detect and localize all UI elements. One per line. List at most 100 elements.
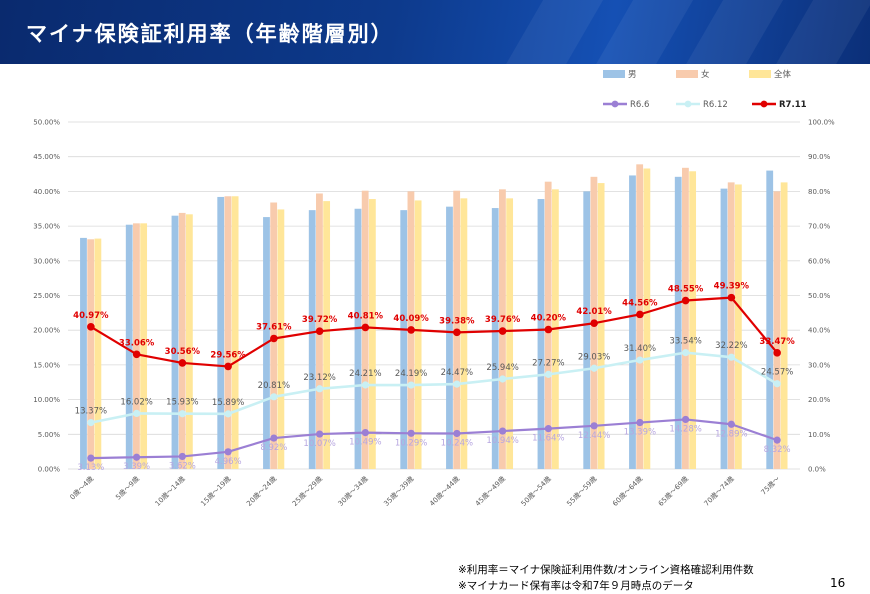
page-number: 16 xyxy=(830,576,846,590)
bar-全体 xyxy=(460,198,468,469)
data-label-R7.11: 39.38% xyxy=(439,316,475,326)
legend-swatch-女 xyxy=(676,70,698,78)
x-tick-label: 75歳～ xyxy=(759,474,782,497)
data-label-R7.11: 29.56% xyxy=(210,350,246,360)
data-label-R6.12: 24.21% xyxy=(349,369,381,379)
legend-label-R7.11: R7.11 xyxy=(779,100,807,110)
x-tick-label: 25歳～29歳 xyxy=(290,474,324,508)
bar-男 xyxy=(674,176,682,469)
data-label-R6.12: 23.12% xyxy=(303,373,335,383)
data-label-R7.11: 33.06% xyxy=(119,338,155,348)
x-tick-label: 10歳～14歳 xyxy=(153,474,187,508)
legend-swatch-全体 xyxy=(749,70,771,78)
bar-男 xyxy=(217,196,225,469)
bar-全体 xyxy=(231,196,239,469)
point-R6.12 xyxy=(87,419,95,427)
point-R7.11 xyxy=(636,310,644,319)
y-right-tick-label: 50.0% xyxy=(808,292,831,300)
bar-全体 xyxy=(414,200,422,469)
data-label-R7.11: 33.47% xyxy=(759,337,795,347)
point-R6.6 xyxy=(178,452,186,461)
data-label-R6.6: 3.62% xyxy=(169,461,196,471)
point-R7.11 xyxy=(407,326,415,334)
data-label-R6.6: 10.24% xyxy=(441,438,473,448)
y-left-tick-label: 30.00% xyxy=(33,257,60,265)
x-tick-label: 50歳～54歳 xyxy=(519,474,553,508)
y-right-tick-label: 0.0% xyxy=(808,466,826,474)
point-R7.11 xyxy=(498,327,507,335)
bar-全体 xyxy=(506,198,514,469)
legend-swatch-男 xyxy=(603,70,625,78)
point-R6.6 xyxy=(590,422,598,430)
point-R6.12 xyxy=(499,375,507,383)
point-R6.12 xyxy=(727,353,735,361)
data-label-R7.11: 30.56% xyxy=(165,347,201,357)
y-left-tick-label: 40.00% xyxy=(33,188,60,196)
bar-全体 xyxy=(323,201,331,469)
point-R6.6 xyxy=(453,429,461,438)
bar-女 xyxy=(773,191,781,469)
y-right-tick-label: 60.0% xyxy=(808,257,831,265)
data-label-R7.11: 40.20% xyxy=(531,314,567,324)
point-R7.11 xyxy=(727,293,736,302)
point-R7.11 xyxy=(453,328,461,337)
point-R6.6 xyxy=(499,427,507,435)
data-label-R7.11: 39.72% xyxy=(302,315,338,325)
bar-男 xyxy=(400,210,408,469)
data-label-R6.12: 24.47% xyxy=(441,368,473,378)
y-left-tick-label: 15.00% xyxy=(33,361,60,369)
data-label-R7.11: 44.56% xyxy=(622,298,658,308)
line-R6.12 xyxy=(90,351,778,424)
y-left-tick-label: 25.00% xyxy=(33,292,60,300)
bar-女 xyxy=(224,196,232,469)
point-R6.6 xyxy=(133,453,141,461)
x-tick-label: 45歳～49歳 xyxy=(473,474,507,508)
y-left-tick-label: 5.00% xyxy=(38,431,61,439)
data-label-R6.12: 32.22% xyxy=(715,341,747,351)
point-R6.12 xyxy=(270,393,278,401)
point-R6.12 xyxy=(590,364,598,372)
data-label-R6.6: 10.49% xyxy=(349,438,381,448)
point-R7.11 xyxy=(224,362,232,371)
bar-男 xyxy=(171,215,179,469)
legend-label-女: 女 xyxy=(701,69,710,80)
y-left-tick-label: 10.00% xyxy=(33,396,60,404)
point-R6.6 xyxy=(407,429,415,437)
point-R6.6 xyxy=(773,436,781,444)
y-right-tick-label: 80.0% xyxy=(808,188,831,196)
bar-全体 xyxy=(597,183,605,469)
y-right-tick-label: 20.0% xyxy=(808,396,831,404)
data-label-R7.11: 48.55% xyxy=(668,285,704,295)
data-label-R7.11: 40.81% xyxy=(348,311,384,321)
legend-label-男: 男 xyxy=(628,70,637,80)
point-R6.6 xyxy=(87,454,95,462)
point-R7.11 xyxy=(773,349,781,357)
point-R6.6 xyxy=(224,448,232,456)
point-R7.11 xyxy=(544,325,553,334)
point-R7.11 xyxy=(590,319,598,328)
point-R6.6 xyxy=(682,415,690,424)
point-R6.12 xyxy=(361,381,369,389)
point-R7.11 xyxy=(178,359,187,367)
point-R6.12 xyxy=(544,370,552,378)
point-R7.11 xyxy=(87,323,95,331)
point-R6.6 xyxy=(316,430,324,438)
data-label-R6.12: 15.89% xyxy=(212,398,244,408)
bar-男 xyxy=(125,224,133,469)
data-label-R6.6: 12.44% xyxy=(578,431,610,441)
data-label-R6.6: 3.39% xyxy=(123,462,150,472)
point-R6.12 xyxy=(316,385,324,393)
point-R6.6 xyxy=(636,418,644,427)
data-label-R7.11: 39.76% xyxy=(485,315,521,325)
point-R6.12 xyxy=(682,349,690,357)
data-label-R6.6: 8.92% xyxy=(260,443,287,453)
data-label-R6.6: 12.89% xyxy=(715,429,747,439)
bar-男 xyxy=(308,210,316,469)
data-label-R6.6: 8.32% xyxy=(764,445,791,455)
data-label-R6.12: 29.03% xyxy=(578,352,610,362)
y-left-tick-label: 35.00% xyxy=(33,223,60,231)
data-label-R6.12: 31.40% xyxy=(624,344,656,354)
data-label-R6.6: 10.29% xyxy=(395,438,427,448)
x-tick-label: 40歳～44歳 xyxy=(427,474,461,508)
x-tick-label: 30歳～34歳 xyxy=(336,474,370,508)
